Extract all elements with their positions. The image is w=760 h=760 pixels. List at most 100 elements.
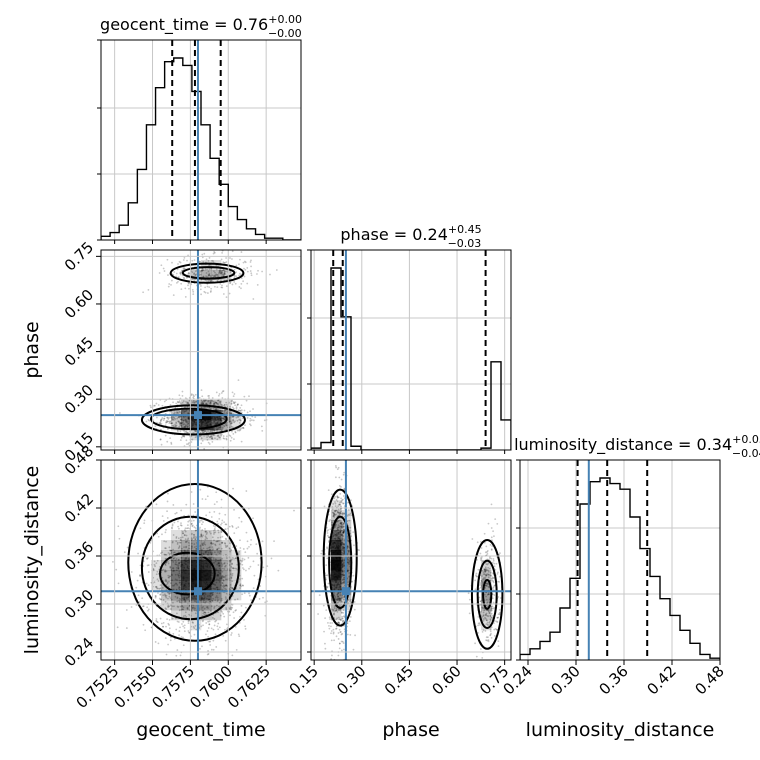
sample-point [327, 529, 330, 531]
sample-point [238, 429, 241, 432]
density-cells [151, 530, 242, 631]
sample-point [163, 540, 166, 543]
sample-point [188, 619, 190, 622]
sample-point [169, 639, 172, 642]
sample-point [238, 274, 240, 277]
sample-point [204, 535, 207, 538]
sample-point [214, 599, 217, 602]
sample-point [349, 605, 351, 607]
sample-point [162, 621, 165, 624]
sample-point [221, 271, 223, 273]
sample-point [489, 618, 492, 621]
sample-point [346, 514, 349, 517]
sample-point [239, 419, 242, 421]
sample-point [220, 575, 223, 578]
sample-point [338, 476, 341, 479]
sample-point [169, 422, 172, 425]
sample-point [477, 622, 480, 625]
sample-point [222, 417, 225, 420]
sample-point [336, 511, 339, 514]
sample-point [340, 501, 343, 504]
sample-point [213, 402, 216, 405]
sample-point [211, 549, 214, 552]
sample-point [234, 430, 237, 433]
sample-point [239, 539, 241, 542]
sample-point [176, 417, 179, 420]
sample-point [338, 503, 341, 506]
sample-point [334, 525, 337, 528]
sample-point [171, 422, 174, 425]
sample-point [481, 630, 484, 633]
sample-point [193, 609, 196, 612]
sample-point [210, 290, 212, 292]
sample-point [487, 615, 490, 618]
sample-point [185, 421, 188, 423]
sample-point [486, 582, 489, 585]
sample-point [340, 523, 343, 526]
sample-point [251, 415, 254, 418]
sample-point [168, 553, 171, 556]
sample-point [175, 558, 178, 560]
sample-point [499, 552, 501, 555]
sample-point [341, 579, 344, 582]
sample-point [228, 426, 231, 429]
sample-point [252, 419, 255, 422]
sample-point [183, 423, 186, 425]
sample-point [241, 567, 244, 569]
sample-point [482, 578, 485, 580]
sample-point [221, 284, 223, 287]
sample-point [339, 522, 342, 525]
sample-point [145, 420, 148, 423]
sample-point [342, 578, 345, 580]
sample-point [242, 280, 245, 283]
sample-point [180, 509, 183, 512]
sample-point [321, 549, 324, 552]
sample-point [216, 548, 219, 551]
sample-point [242, 427, 245, 430]
sample-point [168, 592, 171, 595]
sample-point [195, 548, 198, 550]
sample-point [485, 623, 488, 625]
sample-point [228, 568, 231, 571]
sample-point [165, 554, 168, 556]
sample-point [194, 624, 197, 627]
sample-point [207, 274, 210, 276]
sample-point [333, 591, 336, 594]
sample-point [201, 609, 204, 612]
sample-point [194, 274, 197, 277]
sample-point [222, 579, 225, 581]
sample-point [231, 563, 234, 566]
sample-point [496, 621, 499, 623]
sample-point [173, 557, 175, 560]
sample-point [194, 529, 197, 532]
sample-point [241, 417, 244, 420]
sample-point [235, 407, 238, 410]
sample-point [159, 584, 162, 587]
sample-point [343, 546, 346, 549]
sample-point [185, 421, 188, 424]
sample-point [172, 401, 174, 404]
sample-point [212, 529, 215, 532]
sample-point [250, 265, 252, 268]
sample-point [171, 541, 174, 544]
sample-point [203, 400, 205, 403]
sample-point [348, 514, 351, 516]
sample-point [211, 616, 214, 619]
sample-point [212, 548, 214, 551]
sample-point [160, 622, 163, 625]
sample-point [341, 513, 344, 516]
sample-point [199, 547, 202, 550]
sample-point [490, 610, 492, 612]
sample-point [180, 524, 183, 527]
title-sub: −0.04 [732, 447, 760, 460]
sample-point [184, 614, 187, 617]
sample-point [222, 586, 225, 589]
sample-point [333, 612, 336, 615]
sample-point [210, 435, 212, 437]
sample-point [222, 579, 225, 582]
sample-point [332, 631, 335, 634]
density-cell [221, 550, 232, 561]
density-cell [221, 420, 232, 431]
sample-point [216, 520, 219, 523]
sample-point [186, 538, 189, 541]
